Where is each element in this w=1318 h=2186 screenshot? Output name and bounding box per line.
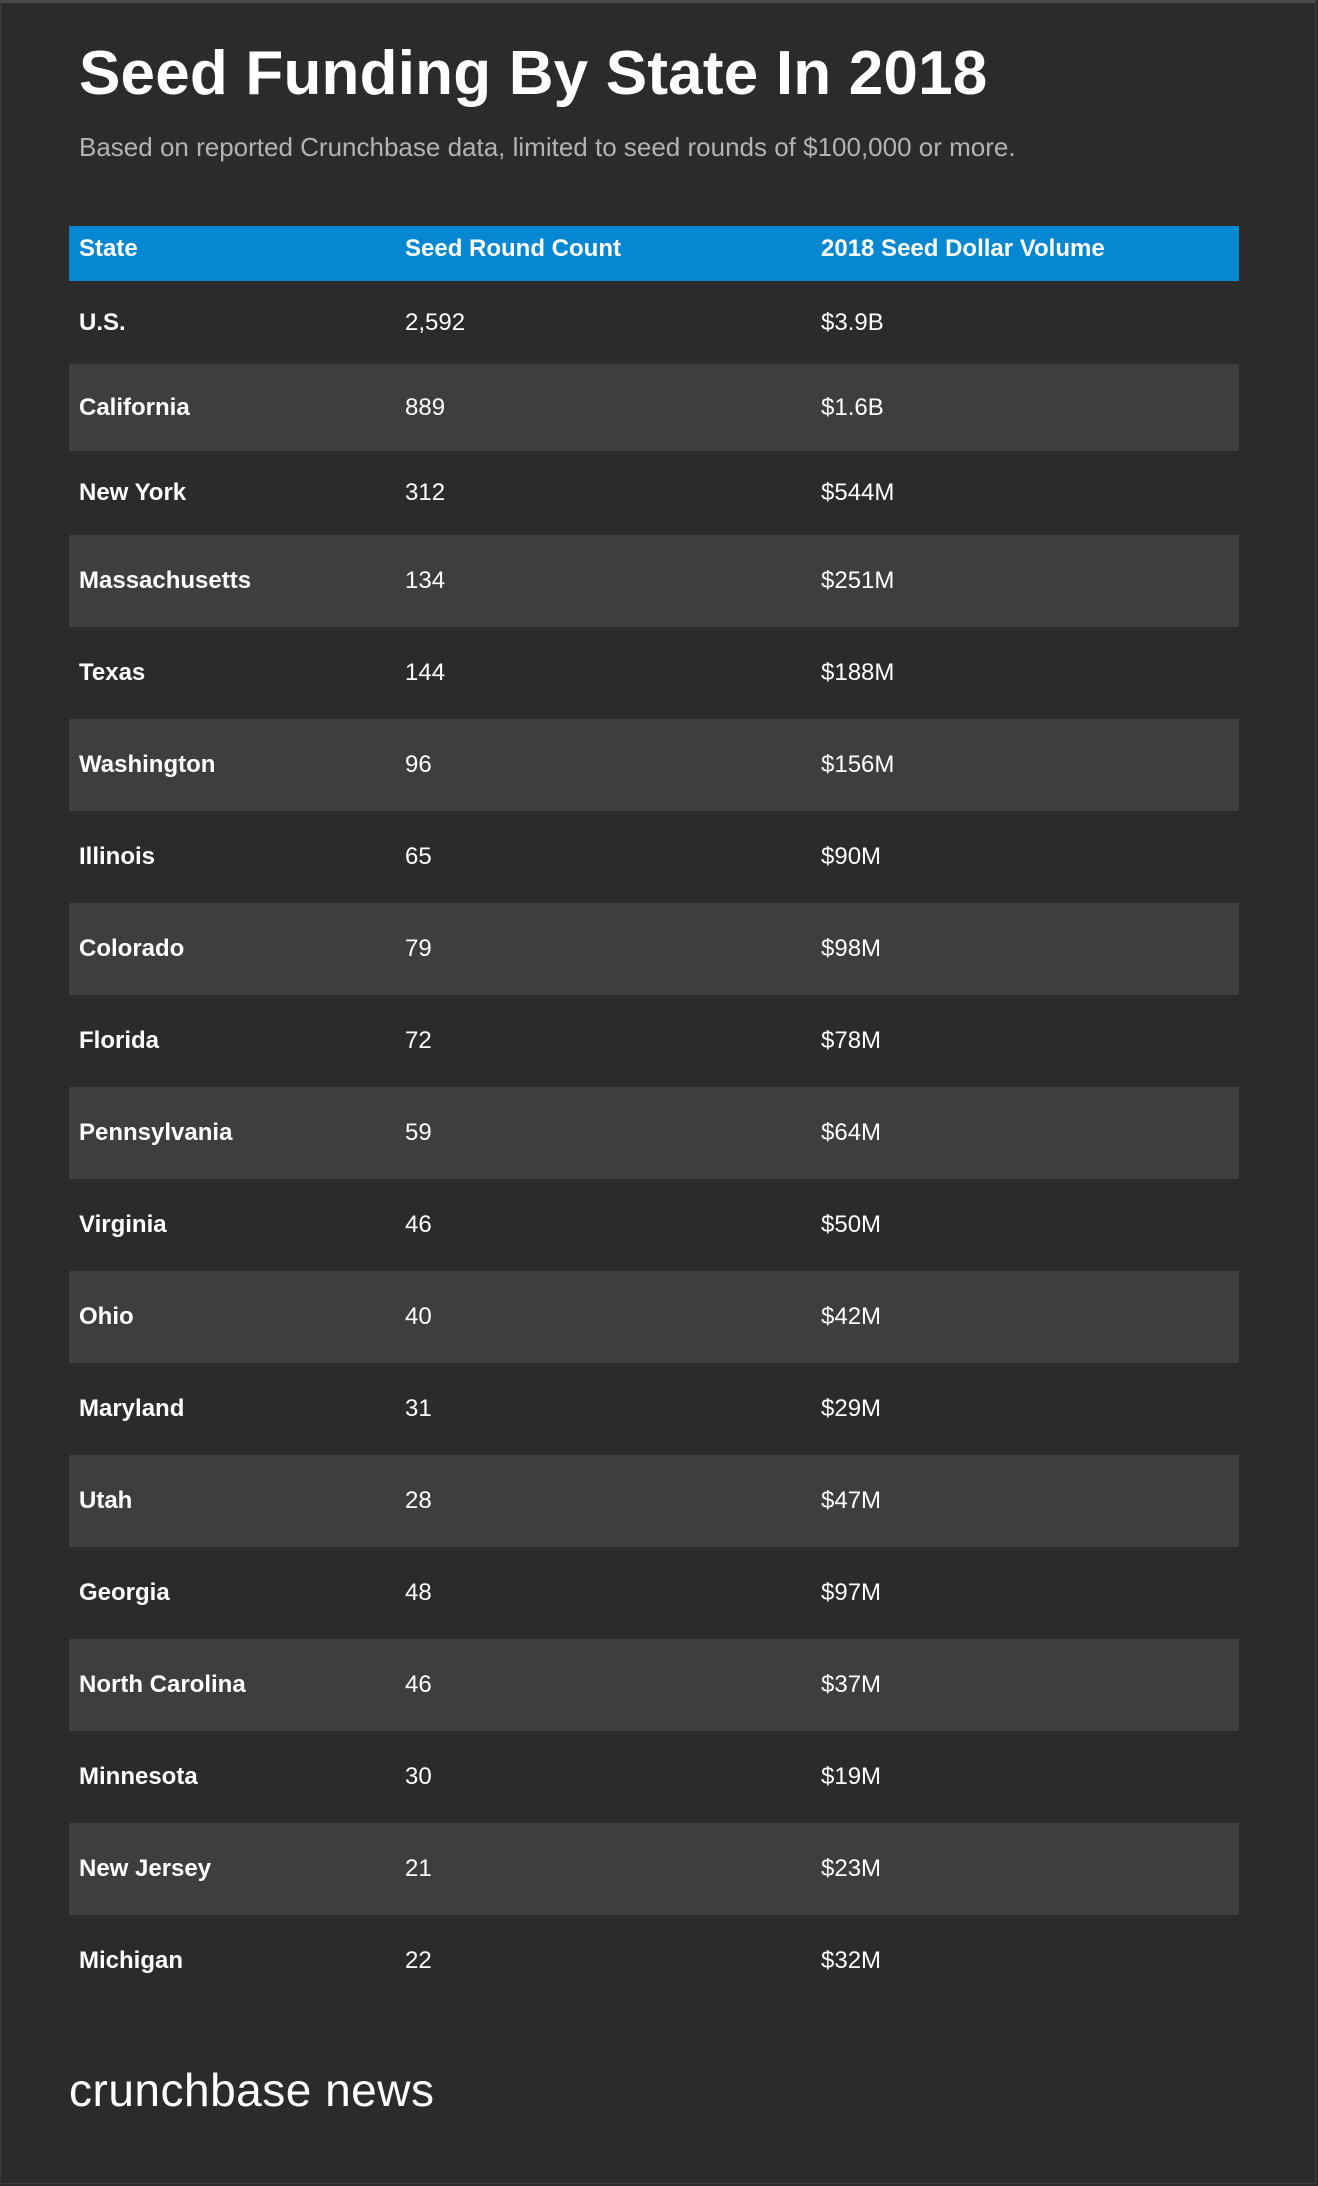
state-cell: Minnesota	[79, 1763, 198, 1790]
seed-dollar-volume-cell: $97M	[821, 1579, 882, 1606]
seed-dollar-volume-cell: $64M	[821, 1119, 882, 1146]
seed-dollar-volume-cell: $42M	[821, 1303, 882, 1330]
state-cell: Utah	[79, 1487, 133, 1514]
table-row: Ohio 40 $42M	[69, 1271, 1239, 1363]
seed-round-count-cell: 48	[405, 1579, 432, 1606]
seed-dollar-volume-cell: $251M	[821, 567, 895, 594]
table-row: Washington 96 $156M	[69, 719, 1239, 811]
funding-table: State Seed Round Count 2018 Seed Dollar …	[69, 226, 1239, 2007]
seed-round-count-cell: 31	[405, 1395, 432, 1422]
seed-dollar-volume-cell: $19M	[821, 1763, 882, 1790]
state-cell: Massachusetts	[79, 567, 252, 594]
header-state: State	[79, 235, 138, 262]
seed-dollar-volume-cell: $1.6B	[821, 394, 884, 421]
state-cell: Pennsylvania	[79, 1119, 233, 1146]
table-row: New Jersey 21 $23M	[69, 1823, 1239, 1915]
state-cell: Michigan	[79, 1947, 184, 1974]
table-row: Georgia 48 $97M	[69, 1547, 1239, 1639]
seed-round-count-cell: 79	[405, 935, 432, 962]
table-row: Maryland 31 $29M	[69, 1363, 1239, 1455]
table-header: State Seed Round Count 2018 Seed Dollar …	[69, 226, 1239, 281]
table-row: North Carolina 46 $37M	[69, 1639, 1239, 1731]
state-cell: North Carolina	[79, 1671, 246, 1698]
seed-round-count-cell: 65	[405, 843, 432, 870]
state-cell: Florida	[79, 1027, 160, 1054]
seed-dollar-volume-cell: $156M	[821, 751, 895, 778]
seed-dollar-volume-cell: $50M	[821, 1211, 882, 1238]
table-row: Pennsylvania 59 $64M	[69, 1087, 1239, 1179]
state-cell: New Jersey	[79, 1855, 212, 1882]
state-cell: Colorado	[79, 935, 185, 962]
state-cell: Ohio	[79, 1303, 134, 1330]
seed-dollar-volume-cell: $37M	[821, 1671, 882, 1698]
seed-round-count-cell: 96	[405, 751, 432, 778]
seed-round-count-cell: 134	[405, 567, 446, 594]
table-row: Colorado 79 $98M	[69, 903, 1239, 995]
state-cell: Illinois	[79, 843, 156, 870]
state-cell: New York	[79, 479, 187, 506]
table-row: Michigan 22 $32M	[69, 1915, 1239, 2007]
table-body: U.S. 2,592 $3.9B California 889 $1.6B New York…	[69, 281, 1239, 2007]
seed-dollar-volume-cell: $32M	[821, 1947, 882, 1974]
state-cell: Texas	[79, 659, 146, 686]
seed-dollar-volume-cell: $23M	[821, 1855, 882, 1882]
seed-dollar-volume-cell: $29M	[821, 1395, 882, 1422]
seed-round-count-cell: 40	[405, 1303, 432, 1330]
seed-round-count-cell: 312	[405, 479, 446, 506]
seed-dollar-volume-cell: $98M	[821, 935, 882, 962]
seed-round-count-cell: 72	[405, 1027, 432, 1054]
seed-round-count-cell: 22	[405, 1947, 432, 1974]
table-row: U.S. 2,592 $3.9B	[69, 281, 1239, 364]
seed-dollar-volume-cell: $47M	[821, 1487, 882, 1514]
seed-round-count-cell: 889	[405, 394, 446, 421]
seed-round-count-cell: 59	[405, 1119, 432, 1146]
seed-dollar-volume-cell: $544M	[821, 479, 895, 506]
seed-round-count-cell: 30	[405, 1763, 432, 1790]
table-row: Minnesota 30 $19M	[69, 1731, 1239, 1823]
seed-round-count-cell: 46	[405, 1671, 432, 1698]
seed-round-count-cell: 28	[405, 1487, 432, 1514]
table-row: California 889 $1.6B	[69, 364, 1239, 451]
table-row: Florida 72 $78M	[69, 995, 1239, 1087]
table-row: Utah 28 $47M	[69, 1455, 1239, 1547]
table-row: Texas 144 $188M	[69, 627, 1239, 719]
seed-dollar-volume-cell: $78M	[821, 1027, 882, 1054]
state-cell: Virginia	[79, 1211, 167, 1238]
crunchbase-news-logo: crunchbase news	[69, 2064, 435, 2116]
state-cell: Georgia	[79, 1579, 170, 1606]
chart-subtitle: Based on reported Crunchbase data, limit…	[79, 132, 1016, 162]
header-seed-dollar-volume: 2018 Seed Dollar Volume	[821, 235, 1105, 262]
seed-round-count-cell: 2,592	[405, 309, 466, 336]
state-cell: Washington	[79, 751, 216, 778]
seed-dollar-volume-cell: $188M	[821, 659, 895, 686]
state-cell: California	[79, 394, 190, 421]
header-seed-round-count: Seed Round Count	[405, 235, 621, 262]
state-cell: U.S.	[79, 309, 126, 336]
seed-dollar-volume-cell: $3.9B	[821, 309, 884, 336]
seed-round-count-cell: 46	[405, 1211, 432, 1238]
seed-dollar-volume-cell: $90M	[821, 843, 882, 870]
chart-title: Seed Funding By State In 2018	[79, 39, 988, 108]
table-row: Virginia 46 $50M	[69, 1179, 1239, 1271]
seed-round-count-cell: 21	[405, 1855, 432, 1882]
seed-round-count-cell: 144	[405, 659, 446, 686]
table-row: Illinois 65 $90M	[69, 811, 1239, 903]
table-row: New York 312 $544M	[69, 451, 1239, 535]
state-cell: Maryland	[79, 1395, 185, 1422]
table-row: Massachusetts 134 $251M	[69, 535, 1239, 627]
